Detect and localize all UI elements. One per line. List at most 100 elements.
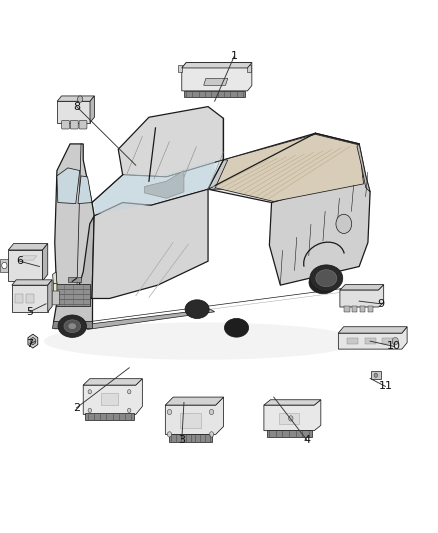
Circle shape xyxy=(127,390,131,394)
Polygon shape xyxy=(357,144,370,192)
Bar xyxy=(368,306,373,312)
Circle shape xyxy=(167,409,172,415)
Circle shape xyxy=(78,96,83,102)
Text: 4: 4 xyxy=(303,435,310,445)
Polygon shape xyxy=(52,321,92,328)
Polygon shape xyxy=(12,285,48,312)
Circle shape xyxy=(2,262,7,269)
Circle shape xyxy=(336,214,352,233)
Polygon shape xyxy=(90,96,95,123)
Polygon shape xyxy=(118,107,223,177)
Text: 9: 9 xyxy=(378,299,385,309)
Text: 5: 5 xyxy=(26,307,33,317)
Ellipse shape xyxy=(64,320,81,333)
Polygon shape xyxy=(338,327,407,333)
Polygon shape xyxy=(338,327,407,349)
Polygon shape xyxy=(56,284,90,306)
Polygon shape xyxy=(94,160,215,214)
Polygon shape xyxy=(204,78,228,85)
Bar xyxy=(279,413,299,424)
FancyBboxPatch shape xyxy=(51,291,60,305)
Circle shape xyxy=(88,390,92,394)
Text: 7: 7 xyxy=(26,339,33,349)
Polygon shape xyxy=(30,337,35,345)
Bar xyxy=(101,393,118,405)
Polygon shape xyxy=(264,400,321,405)
Polygon shape xyxy=(81,309,215,329)
Polygon shape xyxy=(264,400,321,431)
Text: 10: 10 xyxy=(387,342,401,351)
Bar xyxy=(26,294,34,303)
Polygon shape xyxy=(266,430,311,437)
Polygon shape xyxy=(83,378,142,415)
Polygon shape xyxy=(166,397,223,405)
Polygon shape xyxy=(340,285,384,307)
Polygon shape xyxy=(269,176,370,285)
Bar xyxy=(352,306,357,312)
Polygon shape xyxy=(178,66,182,72)
Polygon shape xyxy=(57,101,90,123)
Ellipse shape xyxy=(69,324,76,329)
Circle shape xyxy=(167,432,172,437)
Text: 6: 6 xyxy=(16,256,23,266)
Bar xyxy=(364,338,375,344)
Ellipse shape xyxy=(316,270,337,287)
Circle shape xyxy=(209,432,214,437)
Polygon shape xyxy=(57,96,95,101)
Ellipse shape xyxy=(44,322,359,360)
Polygon shape xyxy=(55,216,94,298)
Text: 1: 1 xyxy=(231,51,238,61)
Polygon shape xyxy=(78,176,92,204)
Polygon shape xyxy=(28,334,38,348)
Circle shape xyxy=(392,337,398,345)
Circle shape xyxy=(88,408,92,413)
Polygon shape xyxy=(55,144,94,298)
Polygon shape xyxy=(166,397,223,434)
Polygon shape xyxy=(184,91,245,97)
Text: 3: 3 xyxy=(178,435,185,445)
Polygon shape xyxy=(247,66,251,72)
FancyBboxPatch shape xyxy=(70,120,78,129)
Bar xyxy=(382,338,393,344)
Polygon shape xyxy=(19,256,37,260)
Polygon shape xyxy=(208,133,366,203)
Polygon shape xyxy=(169,434,212,442)
Bar xyxy=(15,294,23,303)
FancyBboxPatch shape xyxy=(79,120,87,129)
Polygon shape xyxy=(8,250,42,281)
Polygon shape xyxy=(83,378,142,385)
Polygon shape xyxy=(53,282,57,298)
Polygon shape xyxy=(208,160,228,189)
Polygon shape xyxy=(340,285,384,290)
Polygon shape xyxy=(215,134,364,201)
Circle shape xyxy=(127,408,131,413)
Polygon shape xyxy=(145,171,184,198)
Text: 8: 8 xyxy=(73,102,80,111)
Bar xyxy=(180,413,201,428)
Polygon shape xyxy=(42,244,48,281)
Bar xyxy=(360,306,365,312)
FancyBboxPatch shape xyxy=(61,120,70,129)
Ellipse shape xyxy=(185,300,209,319)
Polygon shape xyxy=(92,189,208,298)
Polygon shape xyxy=(12,280,52,285)
Polygon shape xyxy=(371,371,381,379)
Polygon shape xyxy=(92,160,223,216)
Polygon shape xyxy=(57,168,80,204)
Circle shape xyxy=(289,416,293,421)
Text: 2: 2 xyxy=(73,403,80,413)
Polygon shape xyxy=(48,280,52,312)
Polygon shape xyxy=(85,414,134,420)
Ellipse shape xyxy=(58,315,87,337)
Ellipse shape xyxy=(225,318,249,337)
Circle shape xyxy=(209,409,214,415)
Polygon shape xyxy=(53,298,92,322)
Ellipse shape xyxy=(310,265,343,292)
Polygon shape xyxy=(53,272,57,284)
Circle shape xyxy=(374,373,378,377)
Polygon shape xyxy=(0,259,8,272)
Polygon shape xyxy=(182,63,252,91)
Bar xyxy=(347,338,358,344)
Text: 11: 11 xyxy=(378,382,392,391)
Polygon shape xyxy=(182,63,252,68)
